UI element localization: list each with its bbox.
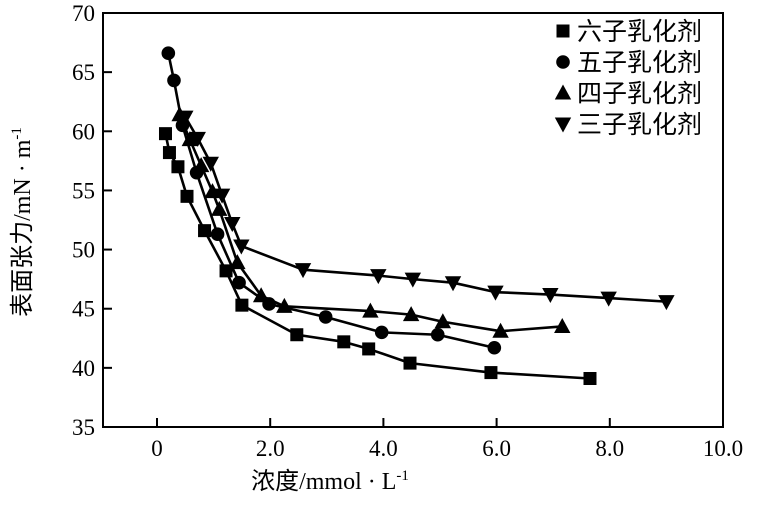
triangle-up-marker-icon	[229, 254, 246, 270]
triangle-up-marker-icon	[204, 183, 221, 199]
triangle-up-marker-icon	[211, 200, 228, 216]
x-tick-label: 4.0	[369, 436, 398, 461]
triangle-up-marker-icon	[252, 287, 270, 303]
x-tick-label: 6.0	[482, 436, 511, 461]
y-tick-label: 40	[72, 356, 95, 381]
legend-label: 六子乳化剂	[577, 18, 702, 46]
triangle-down-marker-icon	[600, 291, 617, 307]
triangle-down-marker-icon	[177, 110, 194, 126]
square-marker-icon	[171, 160, 185, 174]
triangle-up-marker-icon	[402, 306, 420, 322]
circle-marker-icon	[430, 327, 445, 342]
square-marker-icon	[180, 189, 194, 203]
circle-marker-icon	[556, 55, 570, 69]
circle-marker-icon	[232, 275, 246, 290]
y-tick-label: 65	[72, 60, 95, 85]
legend-item: 四子乳化剂	[554, 80, 702, 108]
y-tick-label: 60	[72, 119, 95, 144]
plot-frame	[102, 12, 724, 428]
triangle-up-marker-icon	[492, 322, 509, 338]
square-marker-icon	[362, 342, 376, 356]
legend-item: 五子乳化剂	[556, 49, 702, 77]
square-marker-icon	[337, 335, 351, 349]
square-marker-icon	[556, 24, 570, 38]
legend: 六子乳化剂 五子乳化剂 四子乳化剂 三子乳化剂	[554, 18, 702, 139]
legend-item: 三子乳化剂	[554, 111, 702, 139]
square-marker-icon	[158, 127, 172, 141]
triangle-up-marker-icon	[554, 84, 572, 100]
y-tick-label: 45	[72, 297, 95, 322]
series-square	[158, 127, 597, 386]
triangle-down-marker-icon	[294, 263, 312, 279]
square-marker-icon	[198, 224, 212, 238]
square-marker-icon	[484, 366, 498, 380]
circle-marker-icon	[210, 227, 225, 241]
triangle-up-marker-icon	[554, 317, 571, 333]
series-triangle-up	[171, 106, 571, 338]
square-marker-icon	[556, 24, 570, 38]
x-axis-ticks: 0 2.0 4.0 6.0 8.0 10.0	[151, 418, 743, 461]
x-axis-title: 浓度/mmol · L-1	[251, 468, 409, 495]
x-tick-label: 2.0	[256, 436, 285, 461]
triangle-down-marker-icon	[404, 272, 422, 288]
square-marker-icon	[403, 356, 417, 370]
circle-marker-icon	[161, 46, 176, 61]
triangle-up-marker-icon	[434, 313, 452, 329]
circle-marker-icon	[556, 55, 570, 69]
x-tick-label: 8.0	[595, 436, 624, 461]
triangle-up-marker-icon	[276, 297, 293, 313]
triangle-down-marker-icon	[370, 269, 387, 285]
triangle-up-marker-icon	[192, 157, 210, 173]
y-axis-title: 表面张力/mN · m-1	[9, 127, 36, 317]
triangle-down-marker-icon	[554, 117, 572, 133]
y-tick-label: 35	[72, 415, 95, 440]
square-marker-icon	[235, 298, 249, 312]
square-marker-icon	[219, 264, 233, 278]
triangle-down-marker-icon	[202, 156, 219, 172]
y-tick-label: 55	[72, 178, 95, 203]
series-triangle-down	[177, 110, 675, 311]
square-marker-icon	[290, 328, 304, 342]
triangle-down-marker-icon	[213, 188, 231, 204]
square-marker-icon	[162, 146, 176, 160]
x-tick-label: 10.0	[703, 436, 743, 461]
triangle-down-marker-icon	[487, 285, 504, 301]
triangle-down-marker-icon	[233, 239, 250, 255]
square-marker-icon	[583, 372, 597, 386]
y-tick-label: 70	[72, 1, 95, 26]
triangle-down-marker-icon	[444, 276, 462, 292]
y-axis-ticks: 35 40 45 50 55 60 65 70	[72, 1, 112, 440]
triangle-down-marker-icon	[554, 117, 572, 133]
triangle-up-marker-icon	[554, 84, 572, 100]
x-tick-label: 0	[151, 436, 163, 461]
circle-marker-icon	[167, 73, 181, 88]
triangle-down-marker-icon	[189, 131, 206, 147]
series-line	[184, 116, 667, 303]
legend-label: 三子乳化剂	[577, 111, 702, 139]
triangle-up-marker-icon	[362, 302, 379, 318]
triangle-up-marker-icon	[181, 131, 199, 147]
data-series	[158, 46, 675, 386]
circle-marker-icon	[487, 340, 502, 355]
legend-label: 五子乳化剂	[577, 49, 702, 77]
circle-marker-icon	[318, 310, 333, 324]
legend-label: 四子乳化剂	[577, 80, 702, 108]
circle-marker-icon	[374, 325, 389, 340]
triangle-down-marker-icon	[224, 217, 241, 233]
legend-item: 六子乳化剂	[556, 18, 702, 46]
triangle-down-marker-icon	[658, 295, 675, 311]
y-tick-label: 50	[72, 238, 95, 263]
series-line	[164, 133, 591, 380]
triangle-down-marker-icon	[542, 288, 559, 304]
